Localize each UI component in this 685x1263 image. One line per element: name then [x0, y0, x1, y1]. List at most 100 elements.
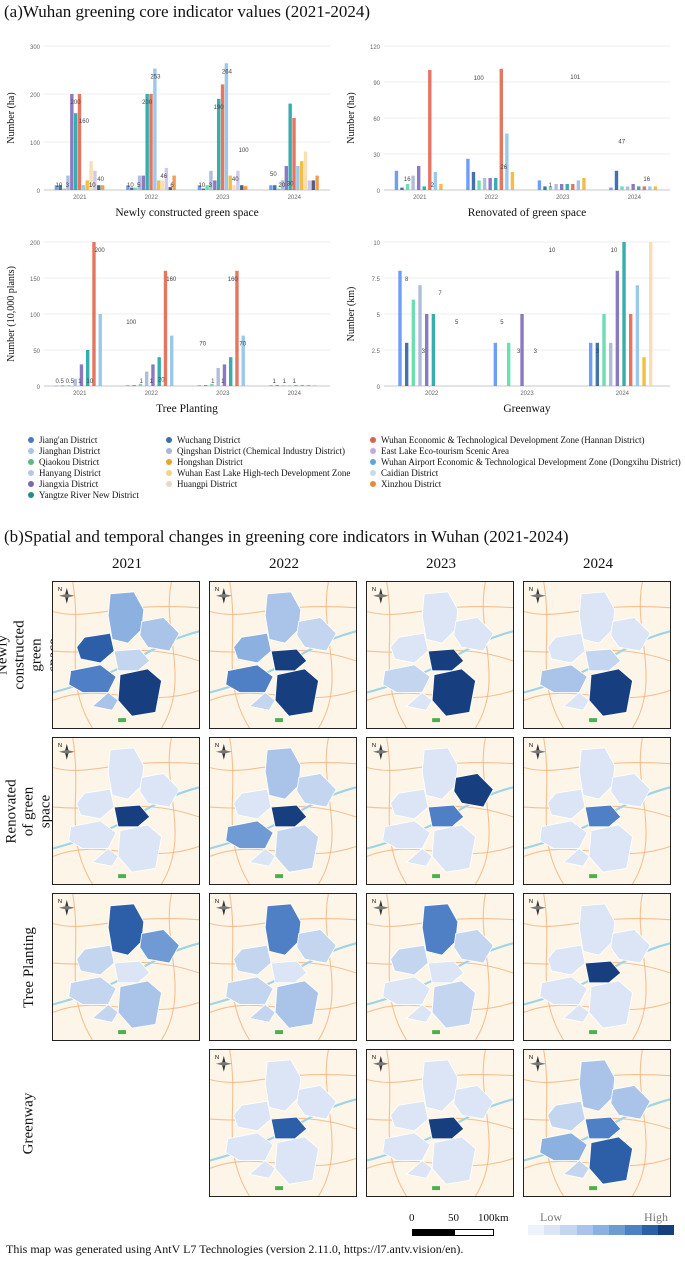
legend-label: Wuhan Economic & Technological Developme…	[381, 435, 645, 445]
x-tick-label: 2022	[145, 195, 159, 201]
district-polygon	[405, 1003, 433, 1023]
data-label: 1	[78, 379, 82, 385]
district-polygon	[405, 1159, 433, 1179]
road	[543, 894, 564, 1040]
bar	[210, 383, 214, 386]
district-polygon	[91, 691, 119, 711]
district-polygon	[113, 804, 151, 828]
road	[72, 894, 93, 1040]
x-tick-label: 2023	[216, 195, 230, 201]
road	[229, 894, 250, 1040]
gradient-step	[657, 1225, 674, 1235]
road	[318, 738, 333, 884]
bar	[488, 178, 492, 190]
bar	[73, 378, 77, 386]
district-polygon	[248, 691, 276, 711]
x-tick-label: 2024	[288, 195, 302, 201]
legend-swatch	[28, 470, 34, 476]
road	[318, 1050, 333, 1196]
bar	[620, 186, 624, 190]
bar	[164, 167, 169, 190]
district-polygon	[107, 591, 145, 644]
bar	[201, 188, 205, 190]
bar	[280, 180, 285, 190]
road	[386, 738, 407, 884]
legend-swatch	[166, 437, 172, 443]
legend-swatch	[370, 481, 376, 487]
district-polygon	[117, 980, 162, 1029]
district-polygon	[264, 747, 302, 800]
data-label: 20	[158, 378, 165, 384]
district-polygon	[421, 903, 459, 956]
y-tick-label: 0	[377, 189, 381, 195]
district-polygon	[233, 1100, 272, 1132]
data-label: 1	[221, 379, 225, 385]
bar	[222, 364, 227, 386]
district-polygon	[405, 691, 433, 711]
chart-title: Greenway	[503, 403, 551, 415]
bar	[394, 170, 399, 190]
district-polygon	[562, 691, 590, 711]
road	[72, 738, 93, 884]
bar	[269, 385, 273, 386]
footer-note: This map was generated using AntV L7 Tec…	[6, 1242, 464, 1256]
bar	[398, 270, 402, 386]
road	[632, 738, 647, 884]
year-label-2022: 2022	[269, 556, 299, 572]
bar	[224, 63, 229, 190]
district-polygon	[431, 824, 476, 873]
data-label: 264	[222, 69, 233, 75]
district-polygon	[274, 1136, 319, 1185]
district-polygon	[296, 929, 337, 964]
bar	[506, 342, 511, 386]
y-tick-label: 7.5	[372, 277, 381, 283]
bar	[315, 175, 319, 190]
bar	[130, 187, 134, 190]
data-label: 2	[431, 183, 435, 189]
legend-swatch	[28, 448, 34, 454]
bar	[439, 184, 443, 190]
district-polygon	[584, 960, 622, 984]
district-polygon	[578, 1059, 616, 1112]
bar	[54, 185, 59, 190]
legend-swatch	[166, 459, 172, 465]
bar	[54, 385, 59, 387]
bar	[300, 385, 304, 386]
choropleth-map: N	[523, 893, 671, 1041]
bar	[197, 385, 202, 386]
map-marker	[432, 718, 440, 723]
gradient-step	[592, 1225, 610, 1235]
legend-item: Wuhan Economic & Technological Developme…	[370, 435, 645, 445]
bar	[520, 314, 524, 386]
compass-icon: N	[372, 1055, 389, 1072]
y-tick-label: 300	[30, 45, 41, 51]
bar	[648, 186, 652, 190]
data-label: 101	[570, 75, 581, 81]
bar	[81, 185, 86, 190]
gradient-step	[576, 1225, 593, 1235]
bar	[625, 186, 630, 190]
bar	[582, 178, 586, 190]
bar	[294, 385, 298, 386]
bar	[67, 385, 71, 386]
bar	[93, 170, 97, 190]
district-polygon	[588, 1136, 633, 1185]
district-polygon	[390, 1100, 429, 1132]
district-polygon	[264, 591, 302, 644]
legend-label: Caidian District	[381, 468, 439, 478]
map-marker	[432, 1186, 440, 1191]
row-label-new-green: Newly constructed green space	[0, 620, 62, 690]
bar	[559, 184, 564, 190]
data-label: 10	[199, 183, 206, 189]
data-label: 10	[86, 379, 93, 385]
data-label: 10	[549, 248, 556, 254]
north-label: N	[529, 743, 533, 749]
district-polygon	[610, 773, 651, 808]
data-label: 1	[273, 379, 277, 385]
bar	[137, 175, 142, 190]
bar	[622, 242, 626, 386]
north-label: N	[58, 587, 62, 593]
compass-icon: N	[529, 587, 546, 604]
district-polygon	[270, 1116, 308, 1140]
district-polygon	[274, 824, 319, 873]
